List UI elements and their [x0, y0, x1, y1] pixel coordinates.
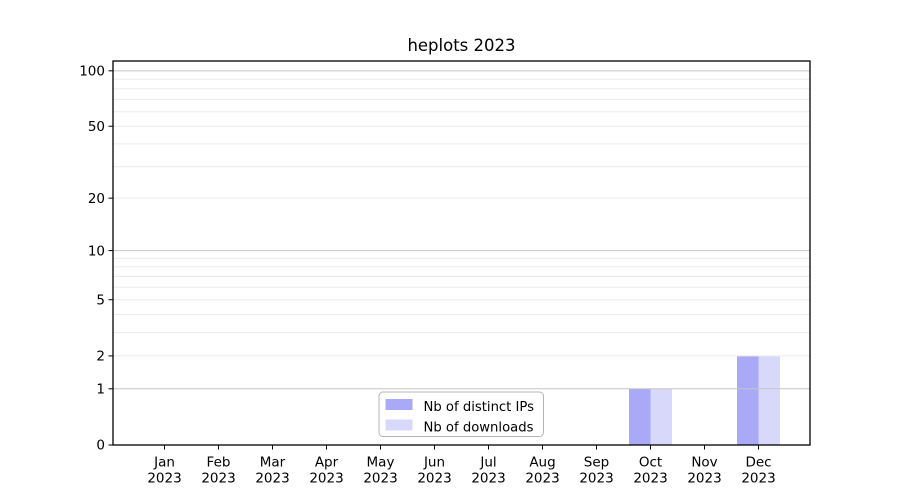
y-tick-label: 0: [96, 438, 105, 454]
x-tick-label-year: 2023: [741, 471, 775, 487]
ticks-layer: 0125102050100Jan2023Feb2023Mar2023Apr202…: [79, 64, 775, 487]
y-tick-label: 5: [96, 292, 105, 308]
legend-swatch: [385, 399, 413, 410]
legend-swatch: [385, 419, 413, 431]
bar-nb-of-distinct-ips-oct: [629, 388, 651, 445]
axes-layer: [112, 60, 811, 446]
plot-border: [112, 60, 811, 446]
x-tick-label-month: Jun: [423, 455, 445, 471]
x-tick-label-month: Sep: [584, 455, 609, 471]
x-tick-label-month: Dec: [745, 455, 771, 471]
grid-layer: [113, 70, 810, 390]
y-tick-label: 10: [88, 243, 105, 259]
x-tick-label-year: 2023: [525, 471, 559, 487]
x-tick-label-year: 2023: [687, 471, 721, 487]
legend: Nb of distinct IPs Nb of downloads: [378, 391, 544, 437]
x-tick-label-month: Nov: [691, 455, 717, 471]
x-tick-label-month: Oct: [639, 455, 662, 471]
bar-nb-of-distinct-ips-dec: [737, 355, 759, 445]
x-tick-label-year: 2023: [471, 471, 505, 487]
x-tick-label-month: Jul: [479, 455, 496, 471]
bar-nb-of-downloads-dec: [758, 355, 780, 445]
y-tick-label: 1: [96, 382, 105, 398]
chart-title: heplots 2023: [407, 36, 515, 55]
x-tick-label-year: 2023: [363, 471, 397, 487]
x-tick-label-year: 2023: [633, 471, 667, 487]
x-tick-label-year: 2023: [309, 471, 343, 487]
x-tick-label-month: Mar: [260, 455, 286, 471]
x-tick-label-year: 2023: [255, 471, 289, 487]
x-tick-label-month: Feb: [207, 455, 231, 471]
y-tick-label: 100: [79, 64, 105, 80]
bars-layer: [629, 355, 780, 445]
y-tick-label: 50: [88, 119, 105, 135]
y-tick-label: 20: [88, 191, 105, 207]
bar-nb-of-downloads-oct: [650, 388, 672, 445]
y-tick-label: 2: [96, 349, 105, 365]
legend-box: [378, 391, 544, 437]
x-tick-label-month: May: [367, 455, 395, 471]
x-tick-label-month: Jan: [153, 455, 175, 471]
x-tick-label-month: Apr: [315, 455, 339, 471]
x-tick-label-month: Aug: [529, 455, 555, 471]
legend-label: Nb of downloads: [424, 421, 534, 436]
x-tick-label-year: 2023: [579, 471, 613, 487]
x-tick-label-year: 2023: [201, 471, 235, 487]
legend-label: Nb of distinct IPs: [424, 400, 535, 415]
x-tick-label-year: 2023: [417, 471, 451, 487]
x-tick-label-year: 2023: [147, 471, 181, 487]
